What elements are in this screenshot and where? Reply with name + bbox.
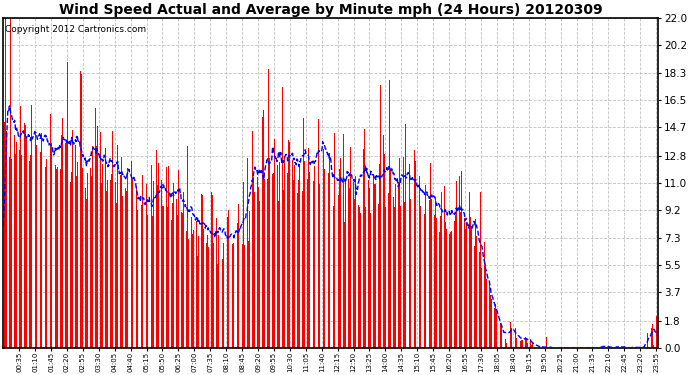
Title: Wind Speed Actual and Average by Minute mph (24 Hours) 20120309: Wind Speed Actual and Average by Minute …	[59, 3, 602, 17]
Text: Copyright 2012 Cartronics.com: Copyright 2012 Cartronics.com	[5, 24, 146, 33]
